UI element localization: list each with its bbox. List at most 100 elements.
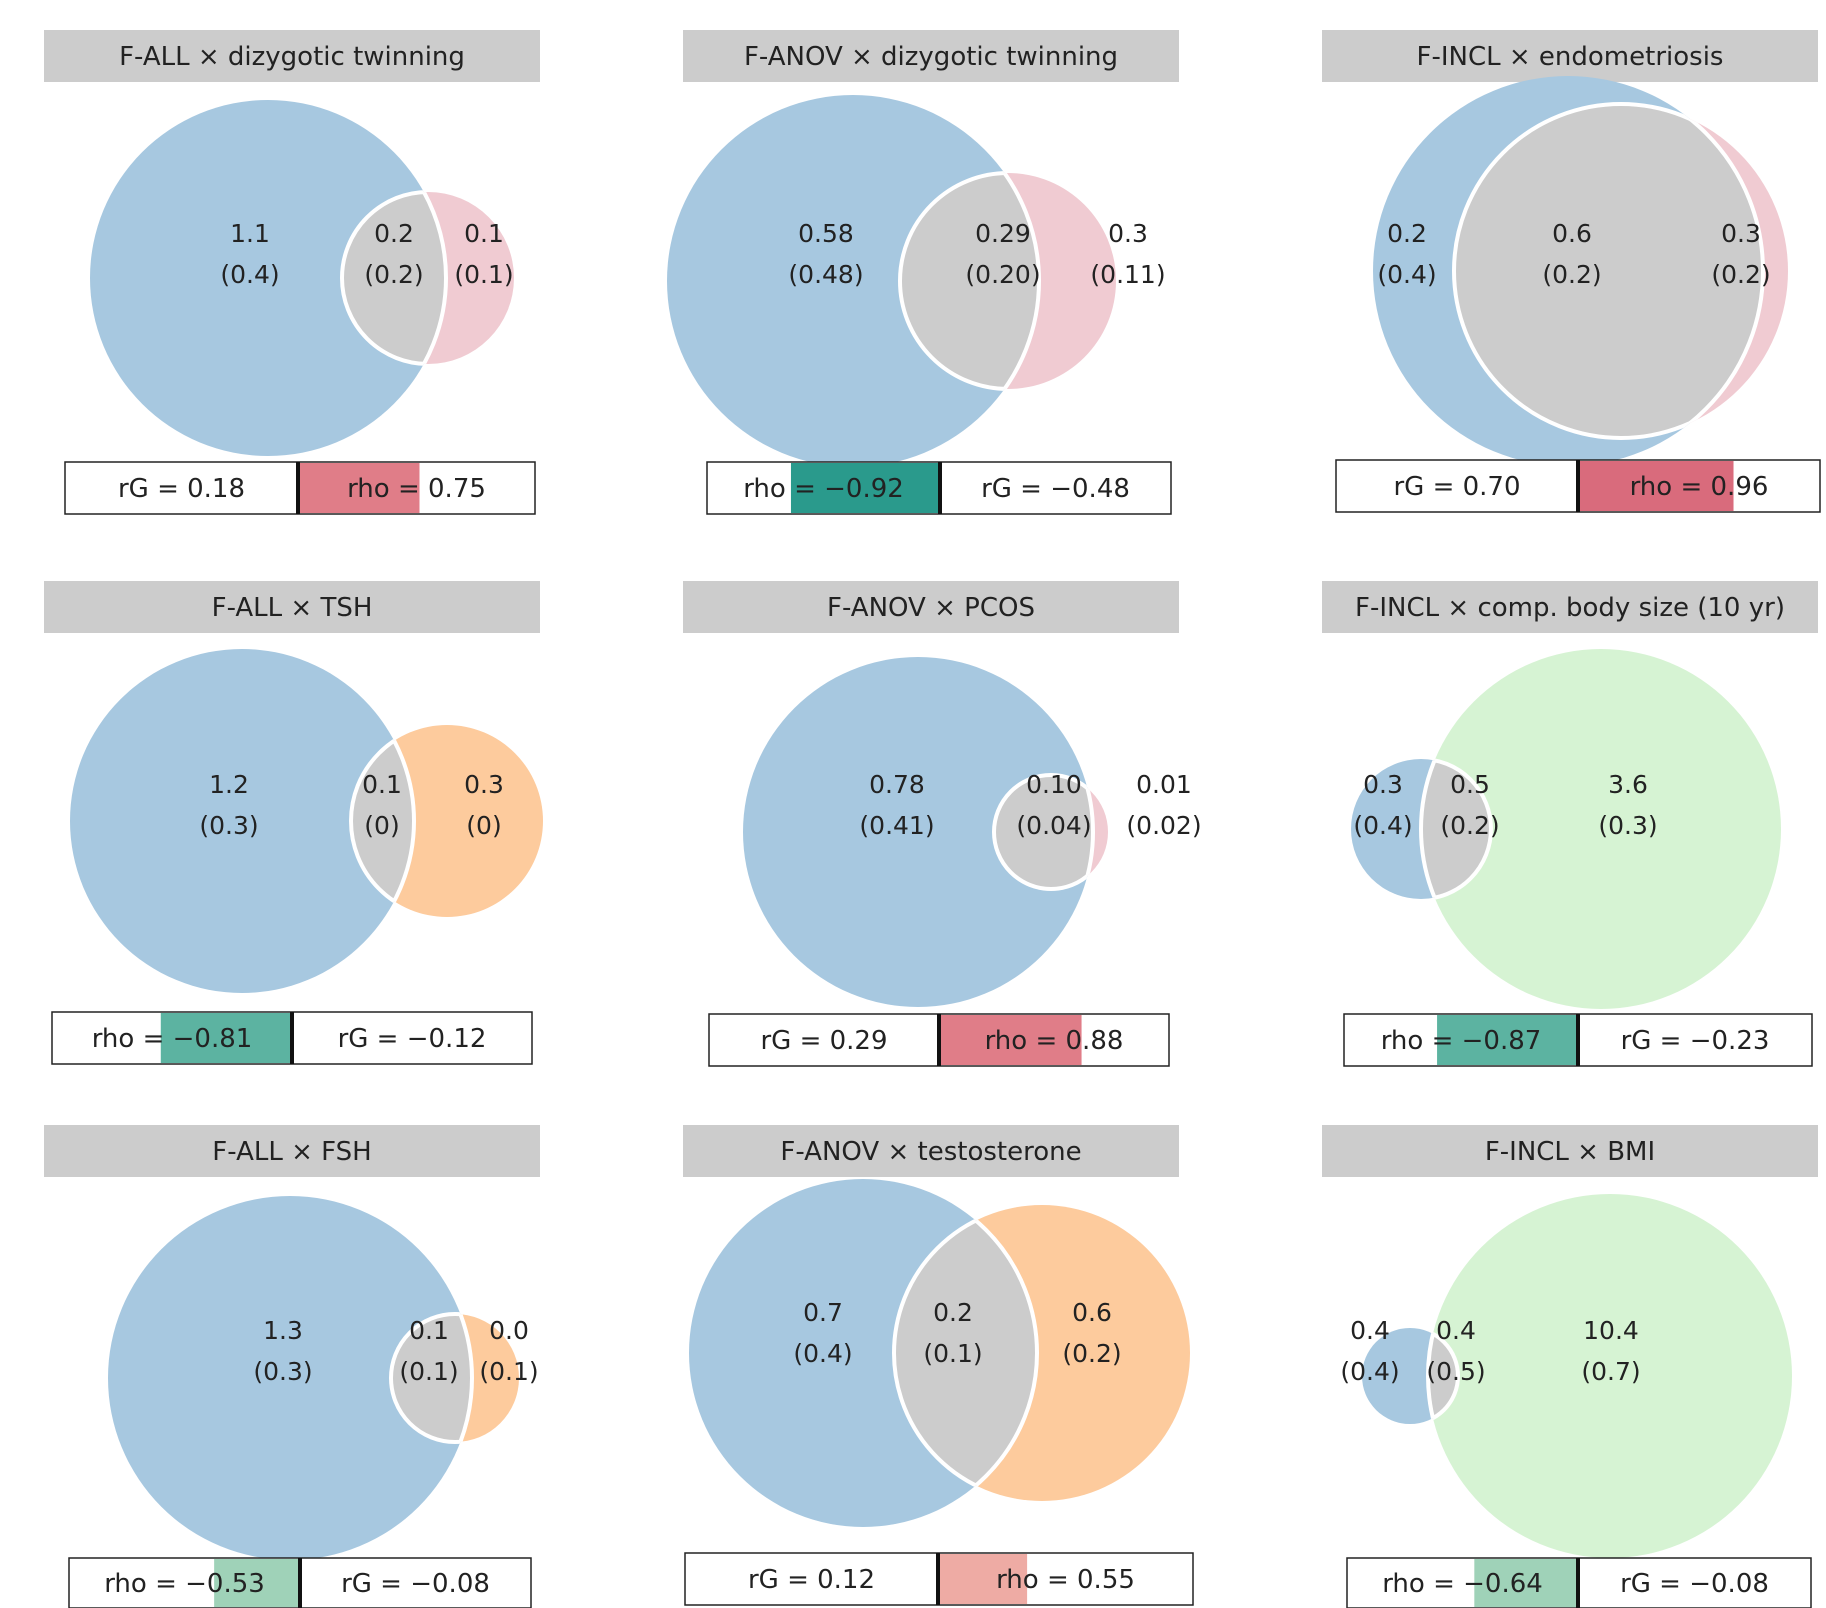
rG-label-3: rG = 0.70	[1393, 472, 1520, 502]
overlap-region-8	[894, 1205, 1037, 1501]
left-only-value-9: 0.4	[1350, 1316, 1390, 1345]
overlap-value-1: 0.2	[374, 219, 414, 248]
panel-header-4	[44, 581, 540, 633]
left-only-value-3: 0.2	[1387, 219, 1427, 248]
left-only-value-8: 0.7	[803, 1298, 843, 1327]
left-only-se-1: (0.4)	[220, 260, 279, 289]
overlap-outline-a-2	[900, 173, 1041, 389]
overlap-value-8: 0.2	[933, 1298, 973, 1327]
rho-label-4: rho = −0.81	[92, 1024, 253, 1054]
rG-label-1: rG = 0.18	[118, 474, 245, 504]
overlap-se-4: (0)	[364, 811, 399, 840]
panel-header-8	[683, 1125, 1179, 1177]
panel-title-1: F-ALL × dizygotic twinning	[119, 42, 465, 72]
venn-panel-3: F-INCL × endometriosis 0.2 (0.4) 0.6 (0.2) 0.…	[1322, 30, 1821, 513]
rho-label-3: rho = 0.96	[1630, 472, 1769, 502]
rho-label-1: rho = 0.75	[347, 474, 486, 504]
overlap-outline-b-3	[1452, 102, 1763, 440]
overlap-se-3: (0.2)	[1542, 260, 1601, 289]
overlap-value-4: 0.1	[362, 770, 402, 799]
panel-title-2: F-ANOV × dizygotic twinning	[744, 42, 1118, 72]
rho-label-5: rho = 0.88	[985, 1026, 1124, 1056]
left-only-se-8: (0.4)	[793, 1339, 852, 1368]
left-only-se-3: (0.4)	[1377, 260, 1436, 289]
rG-label-8: rG = 0.12	[748, 1565, 875, 1595]
right-only-se-3: (0.2)	[1711, 260, 1770, 289]
right-only-value-1: 0.1	[464, 219, 504, 248]
venn-panel-8: F-ANOV × testosterone 0.7 (0.4) 0.2 (0.1) 0.6…	[683, 1125, 1194, 1606]
overlap-outline-b-8	[892, 1203, 1037, 1503]
rho-fill-bar-2	[790, 463, 940, 513]
right-only-value-7: 0.0	[489, 1316, 529, 1345]
overlap-value-3: 0.6	[1552, 219, 1592, 248]
overlap-outline-a-7	[391, 1314, 474, 1442]
panel-header-6	[1322, 581, 1818, 633]
rho-label-6: rho = −0.87	[1381, 1026, 1542, 1056]
venn-panel-2: F-ANOV × dizygotic twinning 0.58 (0.48) 0.2…	[667, 30, 1179, 515]
overlap-se-2: (0.20)	[965, 260, 1040, 289]
right-only-value-9: 10.4	[1583, 1316, 1639, 1345]
overlap-outline-a-1	[342, 192, 448, 364]
panel-header-7	[44, 1125, 540, 1177]
set-a-circle-2	[667, 95, 1039, 467]
overlap-outline-b-5	[992, 773, 1093, 891]
set-b-circle-9	[1428, 1194, 1792, 1558]
panel-title-4: F-ALL × TSH	[212, 593, 373, 623]
rho-label-7: rho = −0.53	[104, 1569, 265, 1599]
rho-fill-bar-7	[214, 1559, 300, 1607]
right-only-se-9: (0.7)	[1581, 1357, 1640, 1386]
left-only-se-4: (0.3)	[199, 811, 258, 840]
right-only-se-2: (0.11)	[1090, 260, 1165, 289]
panel-title-9: F-INCL × BMI	[1485, 1137, 1655, 1167]
overlap-outline-b-9	[1426, 1328, 1458, 1424]
overlap-outline-a-5	[994, 775, 1095, 889]
overlap-value-9: 0.4	[1436, 1316, 1476, 1345]
overlap-se-7: (0.1)	[399, 1357, 458, 1386]
overlap-value-6: 0.5	[1450, 770, 1490, 799]
left-only-value-5: 0.78	[869, 770, 925, 799]
left-only-value-7: 1.3	[263, 1316, 303, 1345]
right-only-value-6: 3.6	[1608, 770, 1648, 799]
rho-fill-bar-5	[939, 1015, 1082, 1065]
set-a-circle-4	[70, 649, 414, 993]
rho-label-8: rho = 0.55	[996, 1565, 1135, 1595]
overlap-region-4	[351, 725, 414, 917]
right-only-value-8: 0.6	[1072, 1298, 1112, 1327]
overlap-outline-a-3	[1454, 104, 1765, 438]
left-only-value-2: 0.58	[798, 219, 854, 248]
panel-header-3	[1322, 30, 1818, 82]
rho-fill-bar-3	[1578, 461, 1734, 511]
rG-label-9: rG = −0.08	[1620, 1569, 1769, 1599]
left-only-se-7: (0.3)	[253, 1357, 312, 1386]
right-only-se-4: (0)	[466, 811, 501, 840]
panel-header-2	[683, 30, 1179, 82]
panel-title-7: F-ALL × FSH	[212, 1137, 371, 1167]
overlap-region-2	[900, 173, 1039, 389]
panel-header-5	[683, 581, 1179, 633]
overlap-outline-b-4	[349, 723, 414, 919]
panel-title-6: F-INCL × comp. body size (10 yr)	[1355, 593, 1785, 623]
left-only-se-5: (0.41)	[859, 811, 934, 840]
venn-panel-4: F-ALL × TSH 1.2 (0.3) 0.1 (0) 0.3 (0) rho = −0.…	[44, 581, 543, 1065]
set-a-circle-5	[743, 657, 1093, 1007]
rho-fill-bar-6	[1437, 1015, 1578, 1065]
overlap-se-5: (0.04)	[1016, 811, 1091, 840]
venn-panel-1: F-ALL × dizygotic twinning 1.1 (0.4) 0.2 (0.…	[44, 30, 540, 515]
left-only-se-6: (0.4)	[1353, 811, 1412, 840]
panel-title-8: F-ANOV × testosterone	[780, 1137, 1081, 1167]
right-only-value-5: 0.01	[1136, 770, 1192, 799]
overlap-region-7	[391, 1314, 472, 1442]
right-only-se-6: (0.3)	[1598, 811, 1657, 840]
panel-header-1	[44, 30, 540, 82]
venn-panel-6: F-INCL × comp. body size (10 yr) 0.3 (0.4)…	[1322, 581, 1818, 1067]
overlap-outline-a-4	[351, 725, 416, 917]
overlap-se-9: (0.5)	[1426, 1357, 1485, 1386]
right-only-se-1: (0.1)	[454, 260, 513, 289]
overlap-se-6: (0.2)	[1440, 811, 1499, 840]
panel-title-5: F-ANOV × PCOS	[827, 593, 1035, 623]
overlap-outline-a-9	[1428, 1326, 1460, 1426]
rG-label-6: rG = −0.23	[1621, 1026, 1770, 1056]
right-only-se-5: (0.02)	[1126, 811, 1201, 840]
right-only-value-2: 0.3	[1108, 219, 1148, 248]
